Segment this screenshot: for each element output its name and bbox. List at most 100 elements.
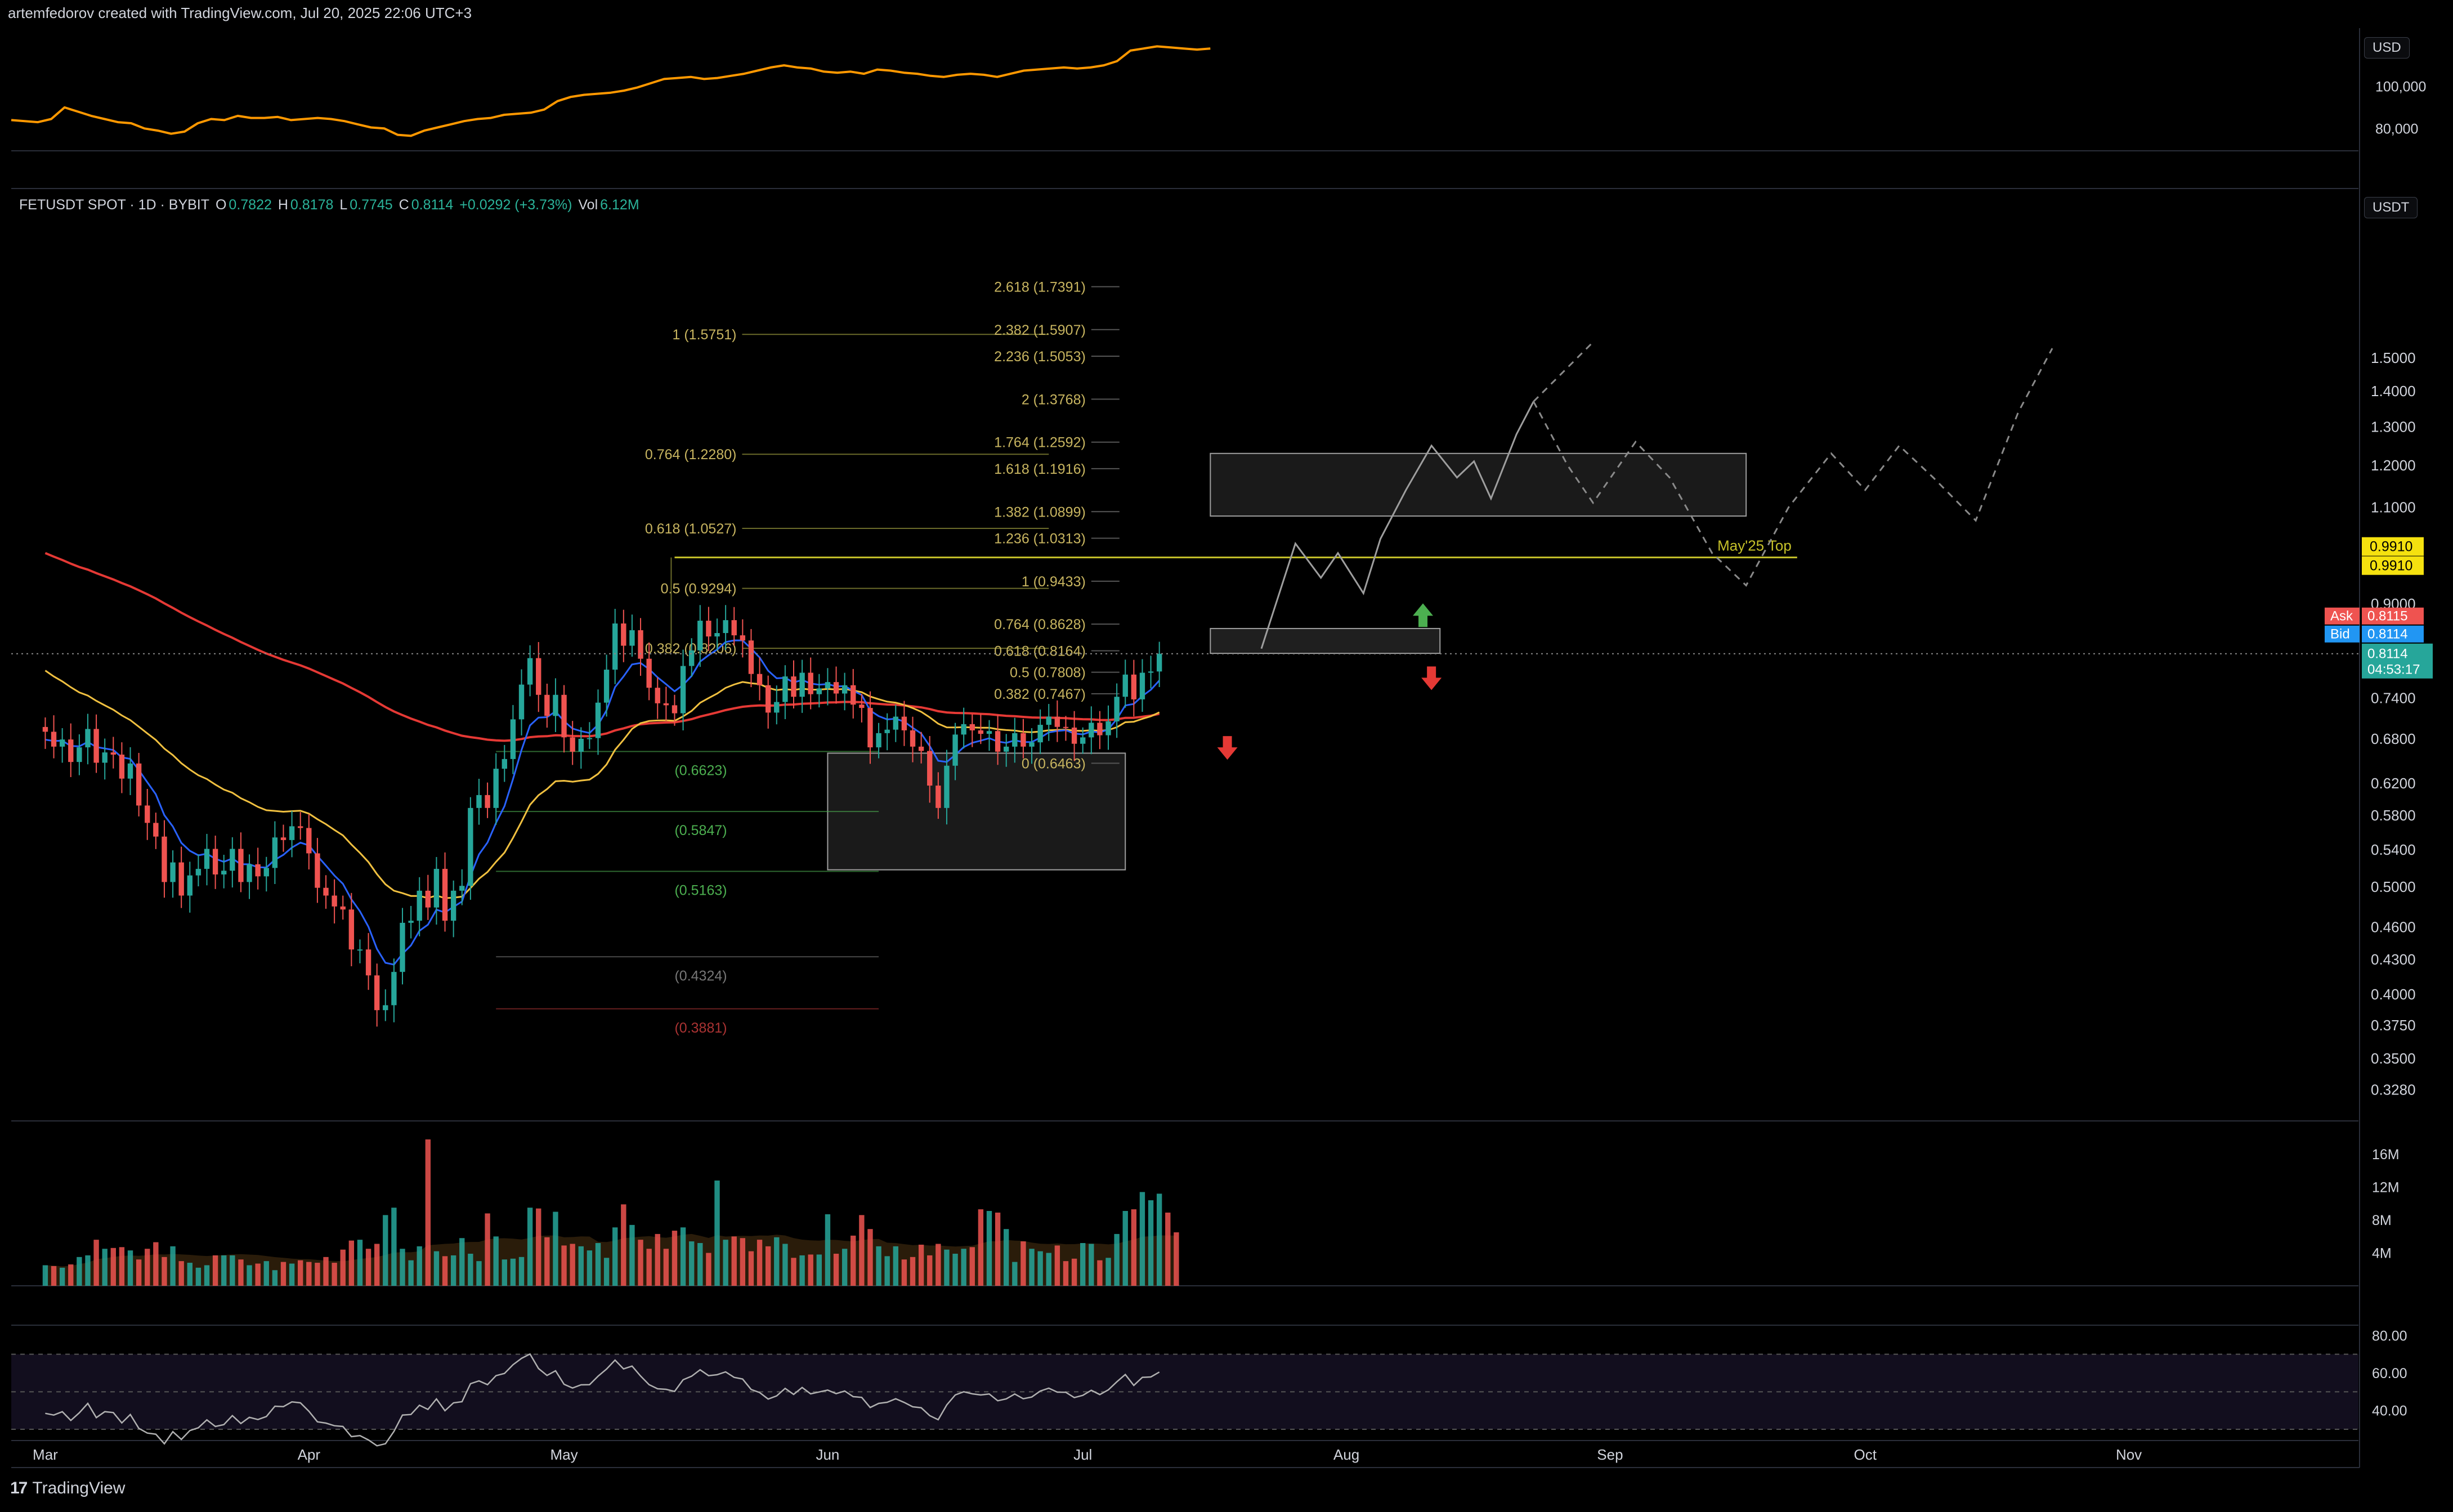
candle xyxy=(791,660,796,709)
candle-body xyxy=(765,685,771,713)
candle xyxy=(340,895,346,920)
candle xyxy=(204,833,210,886)
volume-bar xyxy=(816,1254,822,1286)
volume-bar xyxy=(238,1259,244,1286)
volume-bar xyxy=(433,1251,440,1286)
ema-slow-line xyxy=(44,552,1160,742)
volume-bar xyxy=(740,1238,746,1286)
candle xyxy=(918,732,924,764)
candle-body xyxy=(332,895,337,907)
candle xyxy=(119,742,125,793)
candle-body xyxy=(59,739,65,747)
candle-body xyxy=(952,734,958,766)
candle xyxy=(298,812,303,840)
candle xyxy=(714,618,720,650)
candle-body xyxy=(263,868,269,877)
candle xyxy=(1139,659,1145,712)
candle-body xyxy=(391,972,397,1006)
candle xyxy=(816,674,822,708)
candle-body xyxy=(1029,742,1035,747)
candle-body xyxy=(383,1005,388,1011)
currency-usdt-badge[interactable]: USDT xyxy=(2364,197,2418,218)
tradingview-logo[interactable]: 17 TradingView xyxy=(10,1479,125,1498)
volume-bar xyxy=(417,1246,422,1286)
candle xyxy=(603,654,610,717)
legend-open-label: O xyxy=(215,197,227,213)
candle-body xyxy=(740,635,746,641)
down-arrow-icon xyxy=(1421,666,1442,690)
legend-volume-label: Vol xyxy=(578,197,598,213)
candle xyxy=(238,832,244,892)
candle xyxy=(672,694,678,726)
bid-tag-bg xyxy=(2325,625,2360,643)
candle xyxy=(1114,683,1120,738)
candle xyxy=(348,892,355,967)
candle xyxy=(851,668,856,719)
candle xyxy=(306,814,312,870)
candle-body xyxy=(808,672,813,694)
volume-bar xyxy=(859,1215,865,1286)
candle xyxy=(893,705,898,742)
volume-bar xyxy=(119,1247,125,1286)
volume-bar xyxy=(629,1224,635,1286)
volume-bar xyxy=(689,1241,695,1286)
candle xyxy=(587,722,593,749)
volume-bar xyxy=(791,1258,796,1286)
candle-body xyxy=(782,676,788,702)
candle xyxy=(433,856,440,925)
price-y-tick-label: 1.5000 xyxy=(2371,349,2416,366)
currency-usd-badge[interactable]: USD xyxy=(2364,37,2410,59)
volume-bar xyxy=(1165,1212,1171,1286)
volume-bar xyxy=(450,1255,456,1286)
volume-bar xyxy=(731,1236,737,1286)
candle xyxy=(110,737,116,769)
candle xyxy=(1156,641,1162,688)
volume-bar xyxy=(714,1180,720,1286)
candle-body xyxy=(595,702,601,738)
candle xyxy=(230,837,235,888)
candle-body xyxy=(510,719,516,759)
price-y-tick-label: 1.4000 xyxy=(2371,383,2416,400)
candle-body xyxy=(638,630,643,659)
volume-bar xyxy=(1054,1245,1060,1286)
volume-bar xyxy=(961,1249,966,1286)
volume-bar xyxy=(603,1258,610,1286)
price-y-tick-label: 1.1000 xyxy=(2371,499,2416,515)
volume-bar xyxy=(646,1249,652,1286)
volume-bar xyxy=(85,1255,91,1286)
candle-body xyxy=(1037,725,1043,743)
candle xyxy=(825,668,831,706)
volume-bar xyxy=(59,1267,65,1286)
candle-body xyxy=(298,826,303,828)
candle xyxy=(1063,716,1069,741)
volume-bar xyxy=(298,1260,303,1286)
candle xyxy=(723,605,728,650)
candle-body xyxy=(961,724,966,735)
candle xyxy=(178,846,184,908)
candle-body xyxy=(731,620,737,636)
candle-body xyxy=(433,869,440,908)
fib-lower-label: (0.5163) xyxy=(674,883,727,899)
candle xyxy=(400,908,405,985)
volume-bar xyxy=(1037,1251,1043,1286)
volume-bar xyxy=(808,1254,813,1286)
fib-retracement-label: 1 (1.5751) xyxy=(673,327,737,343)
volume-bar xyxy=(127,1250,133,1286)
candle-body xyxy=(621,623,626,646)
rsi-y-tick-label: 40.00 xyxy=(2372,1403,2407,1419)
candle xyxy=(153,813,159,849)
candle-body xyxy=(365,949,371,976)
candle xyxy=(859,694,865,723)
volume-bar xyxy=(493,1236,499,1286)
candle-body xyxy=(459,886,465,891)
volume-bar xyxy=(400,1249,405,1286)
candle xyxy=(1131,659,1137,717)
fib-retracement-label: 0.618 (1.0527) xyxy=(645,521,737,537)
candle xyxy=(944,750,950,825)
volume-bar xyxy=(536,1208,541,1286)
volume-bar xyxy=(544,1237,550,1286)
volume-bar xyxy=(663,1249,669,1286)
price-y-tick-label: 0.5400 xyxy=(2371,841,2416,858)
volume-bar xyxy=(918,1244,924,1286)
